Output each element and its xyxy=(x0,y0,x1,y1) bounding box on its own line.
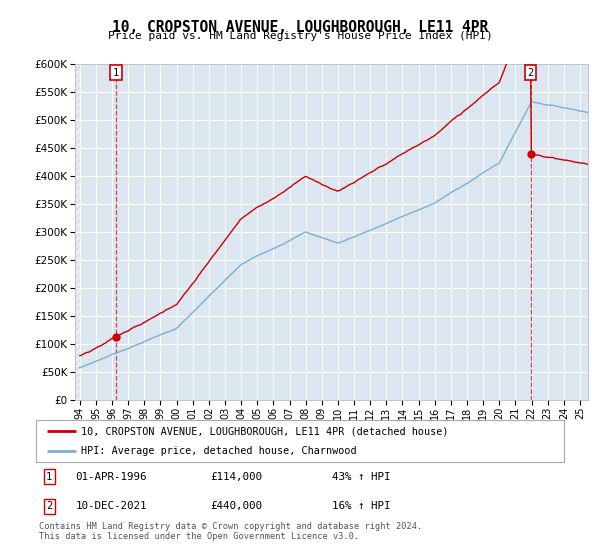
Text: 1: 1 xyxy=(46,472,52,482)
Text: 2: 2 xyxy=(46,501,52,511)
Text: Contains HM Land Registry data © Crown copyright and database right 2024.
This d: Contains HM Land Registry data © Crown c… xyxy=(39,522,422,542)
Text: 10, CROPSTON AVENUE, LOUGHBOROUGH, LE11 4PR (detached house): 10, CROPSTON AVENUE, LOUGHBOROUGH, LE11 … xyxy=(81,426,448,436)
Text: 16% ↑ HPI: 16% ↑ HPI xyxy=(332,501,390,511)
Polygon shape xyxy=(75,64,80,400)
Text: 2: 2 xyxy=(527,68,533,78)
Text: 1: 1 xyxy=(113,68,119,78)
Text: 43% ↑ HPI: 43% ↑ HPI xyxy=(332,472,390,482)
Text: £114,000: £114,000 xyxy=(210,472,262,482)
Text: 10, CROPSTON AVENUE, LOUGHBOROUGH, LE11 4PR: 10, CROPSTON AVENUE, LOUGHBOROUGH, LE11 … xyxy=(112,20,488,35)
Text: HPI: Average price, detached house, Charnwood: HPI: Average price, detached house, Char… xyxy=(81,446,356,456)
Text: £440,000: £440,000 xyxy=(210,501,262,511)
Text: 10-DEC-2021: 10-DEC-2021 xyxy=(76,501,147,511)
FancyBboxPatch shape xyxy=(36,420,564,462)
Text: 01-APR-1996: 01-APR-1996 xyxy=(76,472,147,482)
Text: Price paid vs. HM Land Registry's House Price Index (HPI): Price paid vs. HM Land Registry's House … xyxy=(107,31,493,41)
